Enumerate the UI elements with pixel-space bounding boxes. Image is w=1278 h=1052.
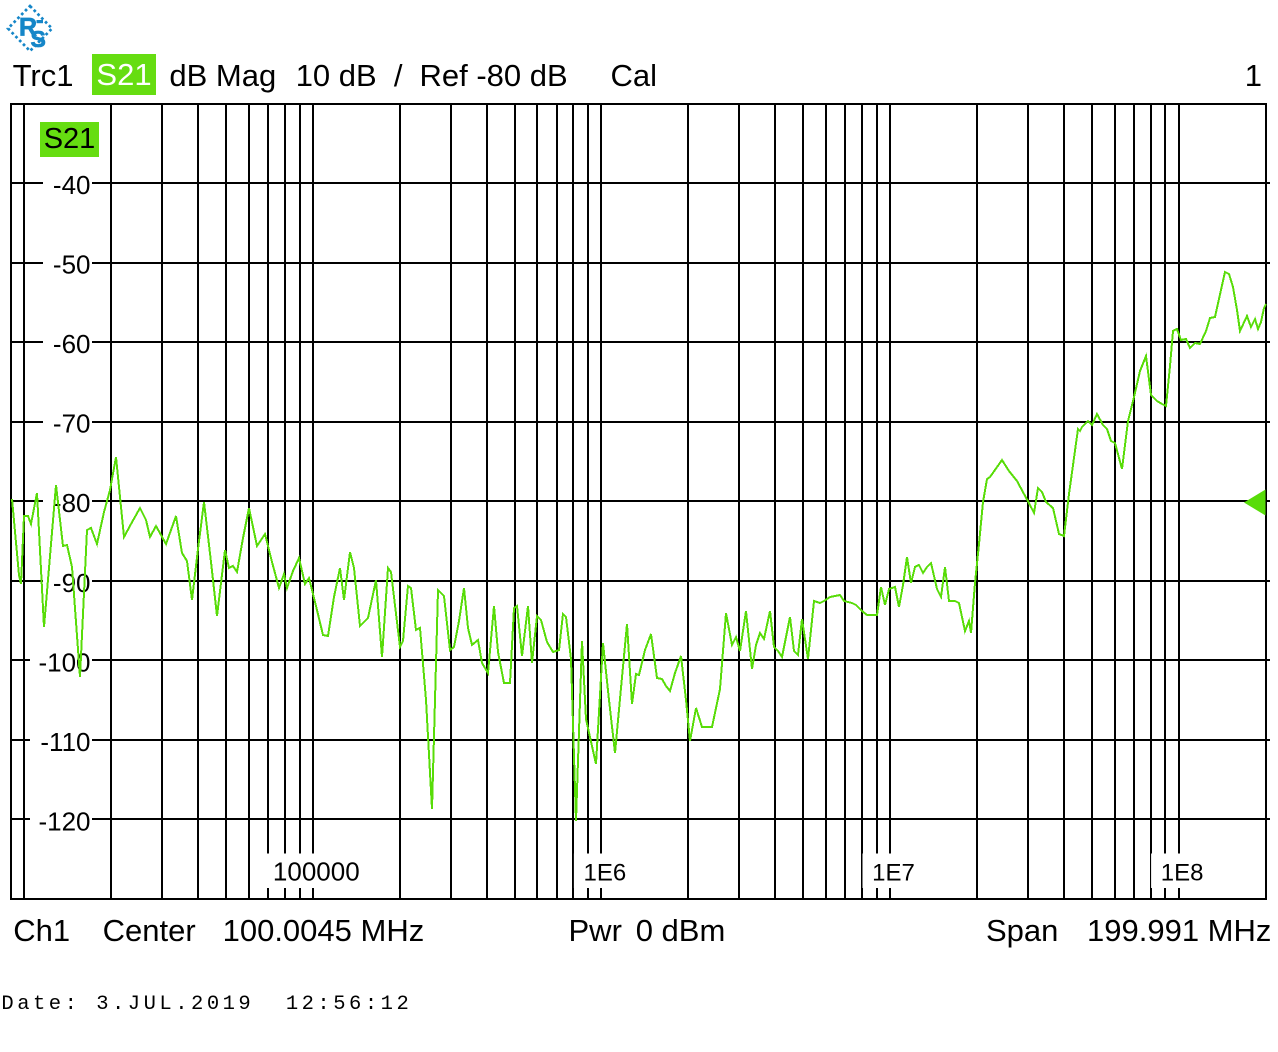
svg-text:1E8: 1E8 <box>1161 860 1204 887</box>
svg-text:S: S <box>31 26 46 52</box>
svg-text:100000: 100000 <box>273 857 360 887</box>
svg-text:-110: -110 <box>40 727 90 757</box>
svg-text:-60: -60 <box>53 329 91 359</box>
svg-text:-40: -40 <box>53 170 91 200</box>
svg-text:-120: -120 <box>38 806 90 836</box>
svg-text:-50: -50 <box>53 250 91 280</box>
svg-text:-70: -70 <box>53 409 91 439</box>
svg-text:1E6: 1E6 <box>584 860 627 887</box>
svg-text:1E7: 1E7 <box>872 860 915 887</box>
svg-text:-100: -100 <box>38 647 90 677</box>
svg-text:R: R <box>19 14 37 42</box>
